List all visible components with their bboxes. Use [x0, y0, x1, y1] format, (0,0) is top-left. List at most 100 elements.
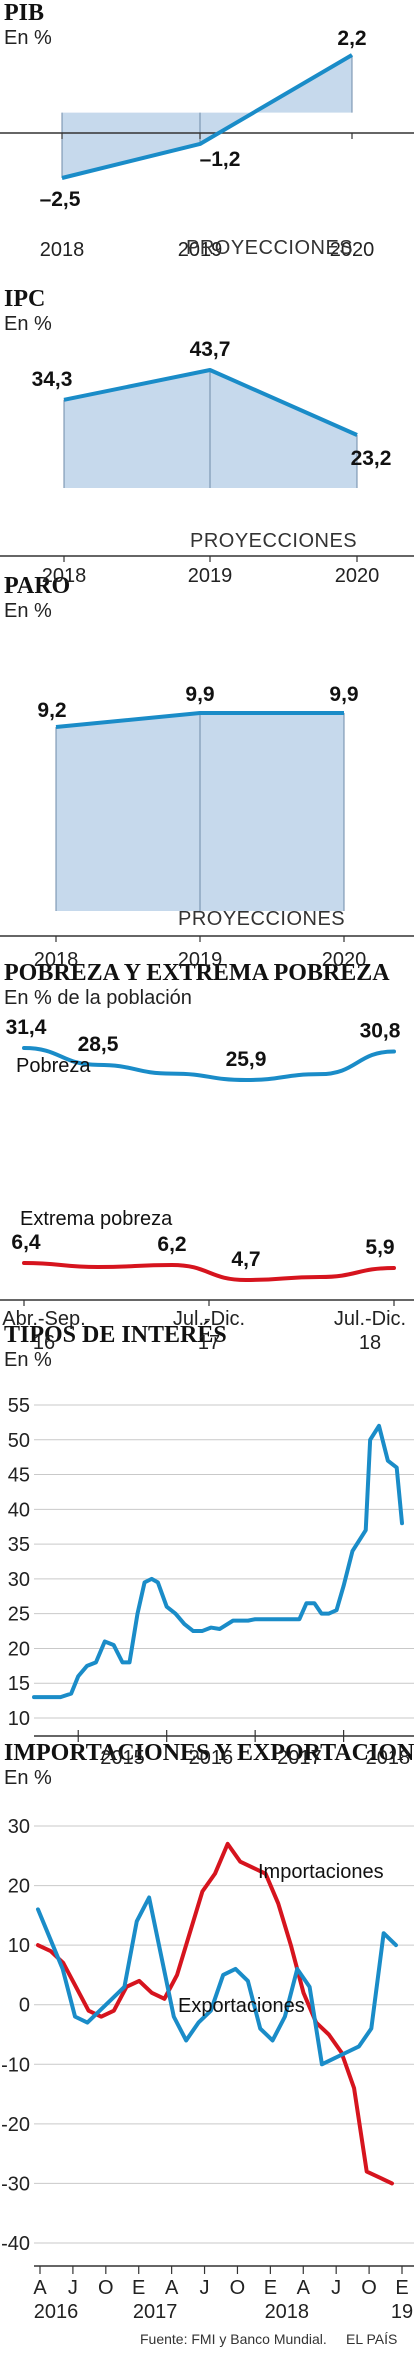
paro-title: PARO [4, 573, 70, 599]
comercio-title: IMPORTACIONES Y EXPORTACIONES [4, 1740, 414, 1766]
value-label: 43,7 [190, 338, 231, 361]
x-tick-label: 17 [198, 1332, 220, 1354]
value-label: 34,3 [32, 368, 73, 391]
y-tick-label: -40 [1, 2233, 30, 2255]
value-label: 9,9 [329, 683, 358, 706]
x-tick-label: Jul.-Dic. [334, 1308, 406, 1330]
projections-label: PROYECCIONES [178, 908, 345, 930]
value-label: 30,8 [360, 1019, 401, 1042]
value-label: 9,2 [37, 699, 66, 722]
value-label: 6,2 [157, 1233, 186, 1256]
ipc-chart: 34,3 43,7 23,2 2018 2019 2020 PROYECCIONES [0, 338, 414, 587]
tipos-title: TIPOS DE INTERÉS [4, 1322, 227, 1348]
x-tick-label: A [165, 2277, 179, 2299]
series-line [55, 711, 344, 729]
x-tick-label: 2020 [322, 949, 367, 971]
value-label: 5,9 [365, 1236, 394, 1259]
exportaciones-line [36, 1895, 398, 2067]
series-label-pobreza: Pobreza [16, 1055, 91, 1077]
ipc-subtitle: En % [4, 313, 52, 335]
x-tick-label: 16 [33, 1332, 55, 1354]
y-tick-label: 45 [8, 1465, 30, 1487]
value-label: –1,2 [200, 148, 241, 171]
x-tick-label: Abr.-Sep. [2, 1308, 85, 1330]
y-tick-label: -30 [1, 2173, 30, 2195]
area-fill [62, 55, 352, 178]
y-tick-label: 10 [8, 1708, 30, 1730]
year-label: 2016 [34, 2301, 79, 2323]
x-tick-label: 2018 [42, 565, 87, 587]
series-label-extrema-pobreza: Extrema pobreza [20, 1208, 173, 1230]
x-tick-label: O [230, 2277, 246, 2299]
brand-label: EL PAÍS [346, 2331, 397, 2347]
y-tick-label: 0 [19, 1995, 30, 2017]
pobreza-line [22, 1046, 396, 1083]
value-label: 28,5 [78, 1033, 119, 1056]
x-tick-label: J [331, 2277, 341, 2299]
ipc-title: IPC [4, 286, 45, 312]
x-tick-label: E [395, 2277, 408, 2299]
series-line [61, 53, 354, 180]
value-label: 4,7 [231, 1248, 260, 1271]
y-tick-label: -10 [1, 2054, 30, 2076]
y-tick-label: 30 [8, 1816, 30, 1838]
y-tick-label: 10 [8, 1935, 30, 1957]
x-tick-label: E [264, 2277, 277, 2299]
paro-subtitle: En % [4, 600, 52, 622]
pib-subtitle: En % [4, 27, 52, 49]
y-tick-label: 35 [8, 1534, 30, 1556]
y-tick-label: 50 [8, 1430, 30, 1452]
tipos-line [32, 1423, 404, 1700]
x-tick-label: 2020 [335, 565, 380, 587]
x-tick-label: 2017 [277, 1747, 322, 1769]
x-tick-label: 2019 [188, 565, 233, 587]
x-tick-label: 2020 [330, 239, 375, 261]
x-tick-label: J [200, 2277, 210, 2299]
x-tick-label: 2016 [189, 1747, 234, 1769]
paro-chart: 9,2 9,9 9,9 2018 2019 2020 PROYECCIONES [0, 683, 414, 971]
x-tick-label: Jul.-Dic. [173, 1308, 245, 1330]
pib-title: PIB [4, 0, 44, 26]
value-label: 6,4 [11, 1231, 41, 1254]
extrema-pobreza-line [22, 1261, 396, 1283]
y-tick-label: 30 [8, 1569, 30, 1591]
source-note: Fuente: FMI y Banco Mundial. [140, 2331, 327, 2347]
year-label: 2018 [265, 2301, 310, 2323]
series-label-importaciones: Importaciones [258, 1861, 384, 1883]
x-tick-label: 2019 [178, 239, 223, 261]
comercio-subtitle: En % [4, 1767, 52, 1789]
x-tick-label: 2018 [34, 949, 79, 971]
x-tick-label: 18 [359, 1332, 381, 1354]
value-label: 25,9 [226, 1048, 267, 1071]
value-label: 31,4 [6, 1016, 47, 1039]
y-tick-label: 25 [8, 1604, 30, 1626]
value-label: 23,2 [351, 447, 392, 470]
y-tick-label: 55 [8, 1395, 30, 1417]
x-tick-label: 2018 [40, 239, 85, 261]
x-tick-label: J [68, 2277, 78, 2299]
pobreza-title: POBREZA Y EXTREMA POBREZA [4, 960, 390, 986]
x-tick-label: A [33, 2277, 47, 2299]
x-tick-label: 2015 [100, 1747, 145, 1769]
x-tick-label: O [361, 2277, 377, 2299]
y-tick-label: 40 [8, 1499, 30, 1521]
value-label: –2,5 [40, 188, 81, 211]
y-tick-label: 20 [8, 1876, 30, 1898]
x-tick-label: 2018 [366, 1747, 411, 1769]
pobreza-chart: 31,4 28,5 25,9 30,8 6,4 6,2 4,7 5,9 Pobreza Extre… [0, 1016, 414, 1354]
x-tick-label: O [98, 2277, 114, 2299]
value-label: 9,9 [185, 683, 214, 706]
series-line [63, 368, 358, 437]
projections-label: PROYECCIONES [190, 530, 357, 552]
value-label: 2,2 [337, 27, 366, 50]
year-label: 2017 [133, 2301, 178, 2323]
projections-label: PROYECCIONES [186, 237, 353, 259]
y-tick-label: -20 [1, 2114, 30, 2136]
x-tick-label: 2019 [178, 949, 223, 971]
y-tick-label: 15 [8, 1673, 30, 1695]
tipos-subtitle: En % [4, 1349, 52, 1371]
pobreza-subtitle: En % de la población [4, 987, 192, 1009]
